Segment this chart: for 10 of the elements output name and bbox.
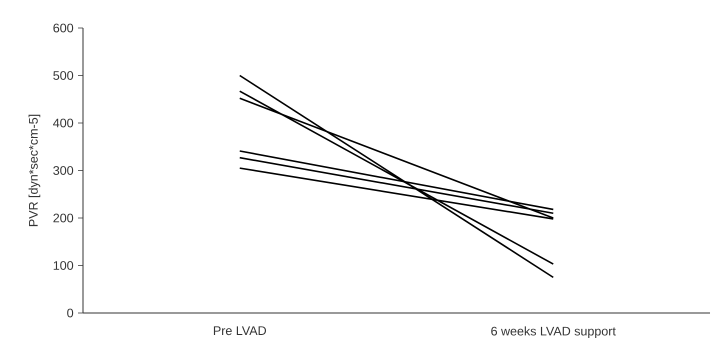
- x-tick-label: 6 weeks LVAD support: [491, 326, 616, 338]
- y-tick-label: 0: [67, 308, 74, 318]
- y-tick-label: 600: [53, 24, 74, 32]
- y-tick-label: 400: [53, 118, 74, 128]
- y-tick-label: 200: [53, 214, 74, 222]
- x-tick-label: Pre LVAD: [214, 326, 266, 336]
- y-axis-title: PVR [dyn*sec*cm-5]: [28, 114, 40, 226]
- y-tick-label: 300: [53, 166, 74, 175]
- y-tick-label: 100: [54, 261, 74, 270]
- y-tick-label: 500: [53, 71, 74, 80]
